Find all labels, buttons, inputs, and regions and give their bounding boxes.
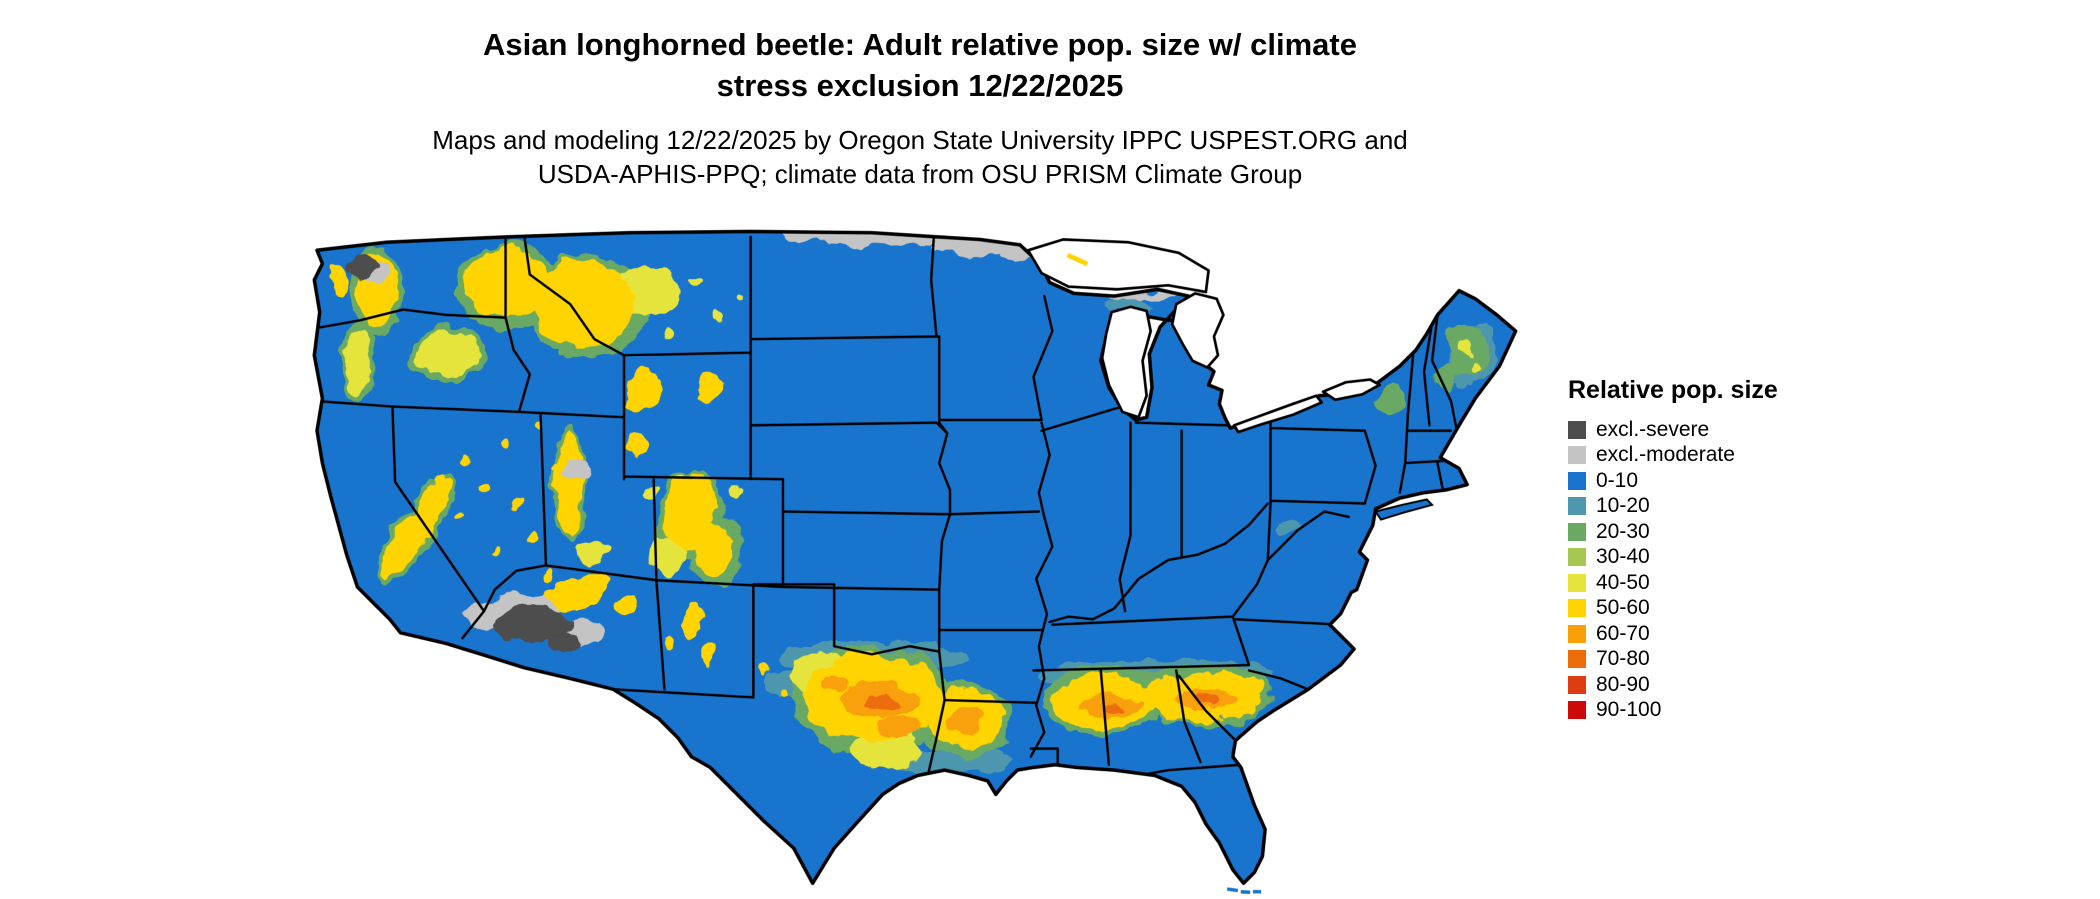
legend-color-swatch [1568, 701, 1586, 720]
great-lakes [1026, 238, 1381, 434]
legend-item-label: excl.-severe [1596, 417, 1710, 441]
lake-michigan [1100, 305, 1152, 419]
legend-color-swatch [1568, 471, 1586, 490]
legend-color-swatch [1568, 446, 1586, 465]
legend-color-swatch [1568, 675, 1586, 694]
lake-erie [1232, 394, 1324, 434]
long-island [1374, 498, 1434, 521]
legend-item-label: 30-40 [1596, 545, 1650, 569]
legend-item: excl.-moderate [1568, 443, 1848, 469]
legend-item-label: 40-50 [1596, 570, 1650, 594]
lake-superior [1026, 238, 1210, 294]
page-title-line1: Asian longhorned beetle: Adult relative … [483, 27, 1357, 62]
legend-item-label: 60-70 [1596, 621, 1650, 645]
legend-color-swatch [1568, 650, 1586, 669]
legend-item: 60-70 [1568, 621, 1848, 647]
legend-color-swatch [1568, 497, 1586, 516]
legend-color-swatch [1568, 420, 1586, 439]
legend-item-label: 0-10 [1596, 468, 1639, 492]
florida-keys [1226, 887, 1262, 895]
legend-item: 50-60 [1568, 596, 1848, 622]
legend-item-label: 90-100 [1596, 698, 1662, 722]
legend-item: 80-90 [1568, 672, 1848, 698]
overlay-60-70 [819, 674, 1239, 738]
legend-item: 0-10 [1568, 468, 1848, 494]
legend-item: 90-100 [1568, 698, 1848, 724]
legend-item: 30-40 [1568, 545, 1848, 571]
lake-huron [1170, 291, 1225, 369]
legend-item-label: 50-60 [1596, 596, 1650, 620]
legend-item-label: 10-20 [1596, 494, 1650, 518]
isle-royale [1066, 252, 1089, 267]
legend-title: Relative pop. size [1568, 376, 1778, 404]
overlay-excl-severe [345, 255, 583, 653]
us-landmass-base [314, 231, 1516, 884]
legend: Relative pop. size excl.-severe excl.-mo… [1568, 376, 1848, 723]
legend-color-swatch [1568, 599, 1586, 618]
map-header: Asian longhorned beetle: Adult relative … [320, 24, 1520, 191]
legend-item: excl.-severe [1568, 417, 1848, 443]
legend-color-swatch [1568, 573, 1586, 592]
legend-item-label: excl.-moderate [1596, 443, 1735, 467]
legend-color-swatch [1568, 624, 1586, 643]
subtitle-line1: Maps and modeling 12/22/2025 by Oregon S… [432, 125, 1408, 155]
subtitle-line2: USDA-APHIS-PPQ; climate data from OSU PR… [537, 159, 1303, 189]
legend-item: 40-50 [1568, 570, 1848, 596]
legend-item-label: 20-30 [1596, 519, 1650, 543]
page-title-line2: stress exclusion 12/22/2025 [716, 68, 1124, 103]
legend-item-label: 80-90 [1596, 672, 1650, 696]
lake-ontario [1321, 378, 1381, 402]
us-map-svg [312, 229, 1518, 895]
legend-item: 10-20 [1568, 494, 1848, 520]
legend-item-label: 70-80 [1596, 647, 1650, 671]
state-borders [314, 235, 1458, 777]
legend-item: 20-30 [1568, 519, 1848, 545]
legend-color-swatch [1568, 548, 1586, 567]
us-population-map [305, 226, 1533, 895]
legend-item: 70-80 [1568, 647, 1848, 673]
map-subtitle: Maps and modeling 12/22/2025 by Oregon S… [320, 123, 1520, 191]
legend-color-swatch [1568, 522, 1586, 541]
